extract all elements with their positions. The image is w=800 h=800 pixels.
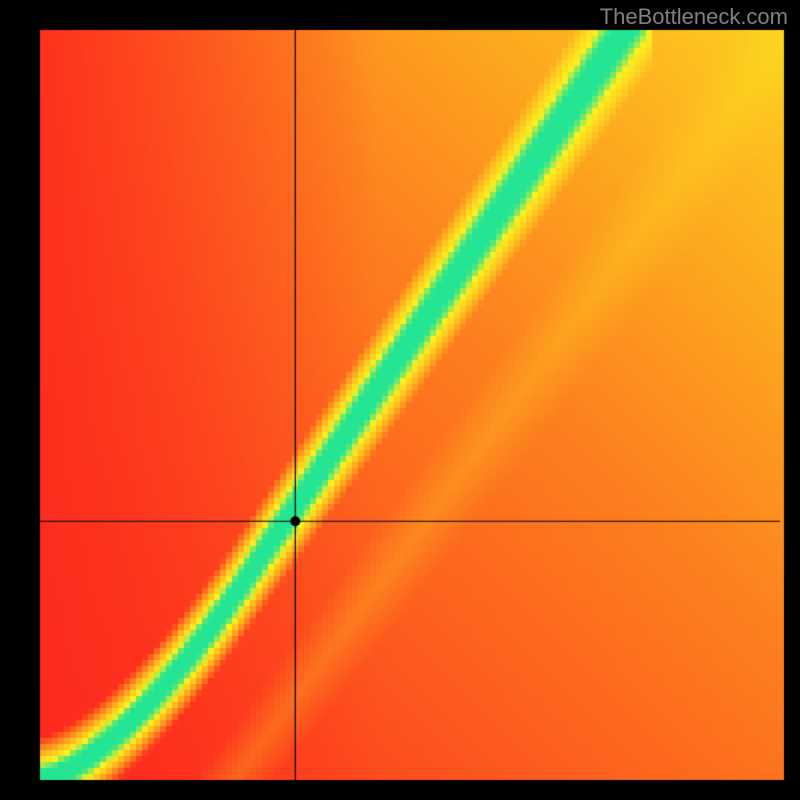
- bottleneck-heatmap: [0, 0, 800, 800]
- watermark-text: TheBottleneck.com: [600, 4, 788, 30]
- chart-container: TheBottleneck.com: [0, 0, 800, 800]
